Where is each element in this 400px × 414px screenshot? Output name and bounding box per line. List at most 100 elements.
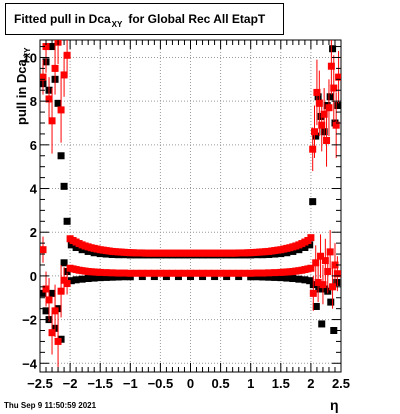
data-point-black [333, 278, 341, 286]
data-point-red [51, 64, 59, 72]
y-axis-label: pull in DcaXY [14, 47, 32, 125]
chart-title-main: Fitted pull in Dca [14, 12, 111, 26]
data-point-red [315, 99, 323, 107]
data-point-red [307, 234, 315, 242]
data-point-red [312, 259, 320, 267]
x-tick-label: 1.5 [272, 376, 290, 391]
data-point-black [312, 302, 320, 310]
data-point-red [45, 95, 53, 103]
y-tick-label: −4 [22, 356, 38, 371]
x-tick-label: −2 [63, 376, 78, 391]
data-point-red [335, 73, 341, 81]
data-point-red [156, 269, 164, 277]
y-tick-label: 2 [30, 225, 37, 240]
data-point-red [42, 43, 50, 51]
data-point-red [51, 307, 59, 315]
data-point-black [84, 247, 92, 255]
data-point-black [67, 277, 75, 285]
data-point-red [271, 269, 279, 277]
data-point-red [330, 84, 338, 92]
data-point-red [132, 269, 140, 277]
data-point-black [330, 327, 338, 334]
y-tick-label: −2 [22, 313, 37, 328]
chart-title: Fitted pull in Dca XY for Global Rec All… [5, 3, 284, 35]
data-point-red [318, 121, 326, 129]
data-point-red [162, 269, 170, 277]
x-tick-label: −1.5 [87, 376, 113, 391]
data-point-black [259, 273, 267, 281]
data-point-red [54, 337, 62, 345]
data-point-black [63, 217, 71, 225]
data-point-black [318, 320, 326, 328]
data-point-black [57, 152, 65, 160]
data-point-red [317, 252, 325, 260]
data-point-black [315, 285, 323, 293]
data-point-black [271, 273, 279, 281]
data-point-black [102, 273, 110, 281]
data-point-black [48, 43, 56, 51]
data-point-black [54, 99, 62, 107]
series-group [40, 40, 341, 372]
data-point-red [40, 73, 47, 81]
data-point-black [283, 249, 291, 257]
data-point-red [150, 269, 158, 277]
data-point-red [217, 269, 225, 277]
data-point-red [126, 269, 134, 277]
data-point-red [325, 104, 333, 112]
data-point-red [229, 269, 237, 277]
data-point-black [327, 298, 335, 306]
data-point-red [331, 261, 339, 269]
data-point-black [72, 276, 80, 284]
x-tick-label: 0.5 [212, 376, 230, 391]
data-point-red [199, 269, 207, 277]
data-point-black [120, 273, 128, 281]
data-point-black [48, 289, 56, 297]
data-point-black [40, 289, 47, 297]
data-point-black [295, 275, 303, 283]
data-point-red [168, 269, 176, 277]
tick-layer: −2.5 −2 −1.5 −1 −0.5 0 0.5 1 1.5 2 2.5 −4 −2 0 2 4 6 8 10 [22, 40, 350, 391]
x-tick-label: −1 [123, 376, 138, 391]
chart-title-suffix: for Global Rec All EtapT [128, 12, 266, 26]
data-point-red [187, 269, 194, 277]
data-point-black [60, 182, 68, 190]
y-tick-label: 4 [30, 182, 38, 197]
series-layer [40, 40, 341, 372]
data-point-red [120, 269, 128, 277]
data-point-black [312, 132, 320, 140]
data-point-red [253, 269, 261, 277]
data-point-black [329, 45, 337, 53]
data-point-red [329, 283, 337, 291]
data-point-red [326, 248, 334, 256]
data-point-red [42, 285, 50, 293]
data-point-red [307, 264, 315, 272]
data-point-black [108, 273, 116, 281]
data-point-black [90, 274, 98, 282]
data-point-black [114, 273, 122, 281]
data-point-black [301, 244, 309, 251]
chart-title-subscript: XY [111, 19, 123, 29]
data-point-black [78, 275, 86, 283]
data-point-red [96, 268, 104, 276]
data-point-red [45, 296, 53, 304]
data-point-red [102, 269, 110, 277]
data-point-black [96, 274, 104, 282]
grid-layer [40, 40, 341, 372]
y-tick-label: 8 [30, 94, 37, 109]
data-point-red [57, 287, 65, 295]
data-point-red [333, 270, 341, 278]
data-point-red [313, 88, 321, 96]
data-point-black [90, 249, 98, 257]
x-tick-label: 0 [187, 376, 194, 391]
data-point-red [265, 269, 273, 277]
data-point-red [114, 269, 122, 277]
data-point-black [301, 276, 309, 284]
data-point-black [334, 102, 341, 110]
data-point-red [138, 269, 146, 277]
data-point-black [60, 259, 68, 267]
data-point-red [259, 269, 267, 277]
y-tick-label: 10 [23, 50, 37, 65]
y-axis-label-subscript: XY [23, 47, 32, 59]
data-point-black [295, 246, 303, 254]
